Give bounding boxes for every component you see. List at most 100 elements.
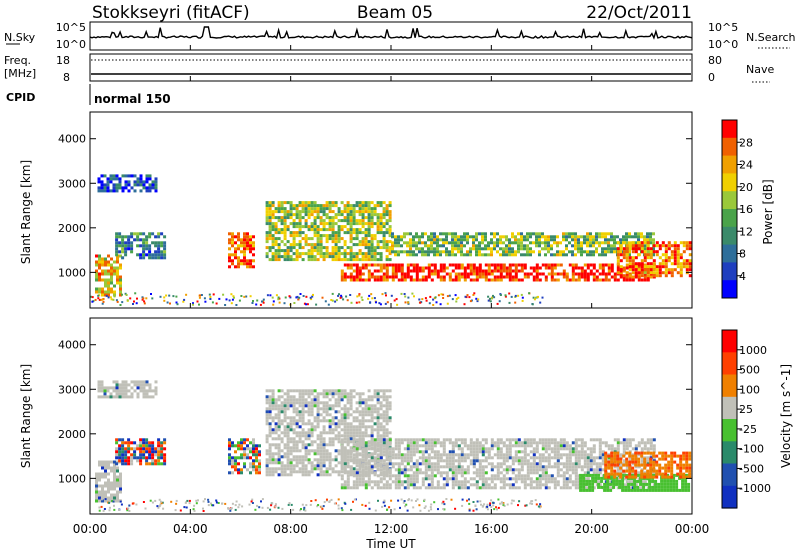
velocity-cell xyxy=(316,410,320,414)
power-cell xyxy=(451,263,455,267)
velocity-cell xyxy=(379,404,383,408)
power-cell xyxy=(601,235,604,239)
velocity-cell xyxy=(104,460,107,464)
power-cell xyxy=(433,241,436,245)
velocity-cell xyxy=(382,467,386,471)
velocity-cell xyxy=(436,459,440,463)
velocity-cell xyxy=(640,441,644,445)
power-cell xyxy=(568,263,572,267)
velocity-cell xyxy=(424,438,428,442)
power-cell xyxy=(151,183,155,187)
velocity-cell xyxy=(107,490,110,494)
power-cell xyxy=(637,278,641,282)
velocity-cell xyxy=(508,486,512,490)
velocity-cell xyxy=(409,465,413,469)
power-cell xyxy=(121,186,125,190)
power-cell xyxy=(649,269,653,273)
power-cell xyxy=(379,222,383,226)
power-cell xyxy=(394,253,397,257)
power-cell xyxy=(115,186,119,190)
power-cell xyxy=(475,238,478,242)
velocity-cell xyxy=(349,422,353,426)
velocity-cell xyxy=(400,468,404,472)
power-cell xyxy=(148,250,152,254)
velocity-cell xyxy=(496,465,500,469)
power-cell xyxy=(163,296,166,299)
power-cell xyxy=(145,180,149,184)
power-cell xyxy=(307,204,311,208)
power-cell xyxy=(505,250,508,254)
velocity-cell xyxy=(385,413,389,417)
power-cell xyxy=(265,210,269,214)
power-cell xyxy=(280,216,284,220)
power-cell xyxy=(277,237,281,241)
velocity-cell xyxy=(283,467,287,471)
power-cell xyxy=(382,216,386,220)
velocity-cell xyxy=(349,395,353,399)
power-cell xyxy=(607,238,610,242)
power-cell xyxy=(508,269,512,273)
velocity-cell xyxy=(277,422,281,426)
power-cell xyxy=(379,278,383,282)
power-cell xyxy=(340,246,344,250)
power-cell xyxy=(277,296,280,299)
power-cell xyxy=(550,266,554,270)
power-cell xyxy=(340,269,344,273)
velocity-cell xyxy=(127,462,131,466)
velocity-cell xyxy=(373,462,377,466)
velocity-cell xyxy=(382,395,386,399)
velocity-cell xyxy=(136,380,140,384)
velocity-cell xyxy=(544,471,548,475)
velocity-cell xyxy=(127,447,131,451)
velocity-cell xyxy=(292,401,296,405)
power-cell xyxy=(367,275,371,279)
power-cell xyxy=(457,241,460,245)
power-cell xyxy=(643,235,646,239)
velocity-cell xyxy=(268,452,272,456)
power-cell xyxy=(284,296,287,299)
power-cell xyxy=(352,243,356,247)
velocity-cell xyxy=(310,413,314,417)
velocity-cell xyxy=(472,483,476,487)
velocity-cell xyxy=(409,459,413,463)
power-cell xyxy=(640,268,644,272)
velocity-cell xyxy=(98,496,101,500)
power-cell xyxy=(364,222,368,226)
velocity-cell xyxy=(246,453,249,457)
power-cell xyxy=(104,278,107,282)
power-cell xyxy=(598,244,601,248)
velocity-cell xyxy=(139,438,143,442)
velocity-cell xyxy=(322,395,326,399)
power-cell xyxy=(445,247,448,251)
power-cell xyxy=(115,238,119,242)
power-cell xyxy=(505,253,508,257)
velocity-cell xyxy=(376,434,380,438)
power-cell xyxy=(148,177,152,181)
velocity-cell xyxy=(355,464,359,468)
power-cell xyxy=(274,207,278,211)
velocity-cell xyxy=(523,474,527,478)
velocity-cell xyxy=(322,428,326,432)
power-cell xyxy=(364,252,368,256)
velocity-cell xyxy=(544,456,548,460)
power-cell xyxy=(342,298,345,301)
power-cell xyxy=(511,232,514,236)
velocity-cell xyxy=(544,477,548,481)
velocity-cell xyxy=(622,444,626,448)
power-cell xyxy=(451,238,454,242)
velocity-cell xyxy=(517,459,521,463)
power-cell xyxy=(394,266,398,270)
power-cell xyxy=(352,216,356,220)
velocity-cell xyxy=(343,450,347,454)
power-cell xyxy=(349,210,353,214)
power-cell xyxy=(619,272,623,276)
power-cell xyxy=(526,244,529,248)
power-cell xyxy=(352,213,356,217)
velocity-cell xyxy=(652,447,656,451)
power-cell xyxy=(520,269,524,273)
power-cell xyxy=(237,265,240,269)
power-cell xyxy=(529,235,532,239)
velocity-cell xyxy=(550,441,554,445)
power-cell xyxy=(304,210,308,214)
velocity-cell xyxy=(544,459,548,463)
